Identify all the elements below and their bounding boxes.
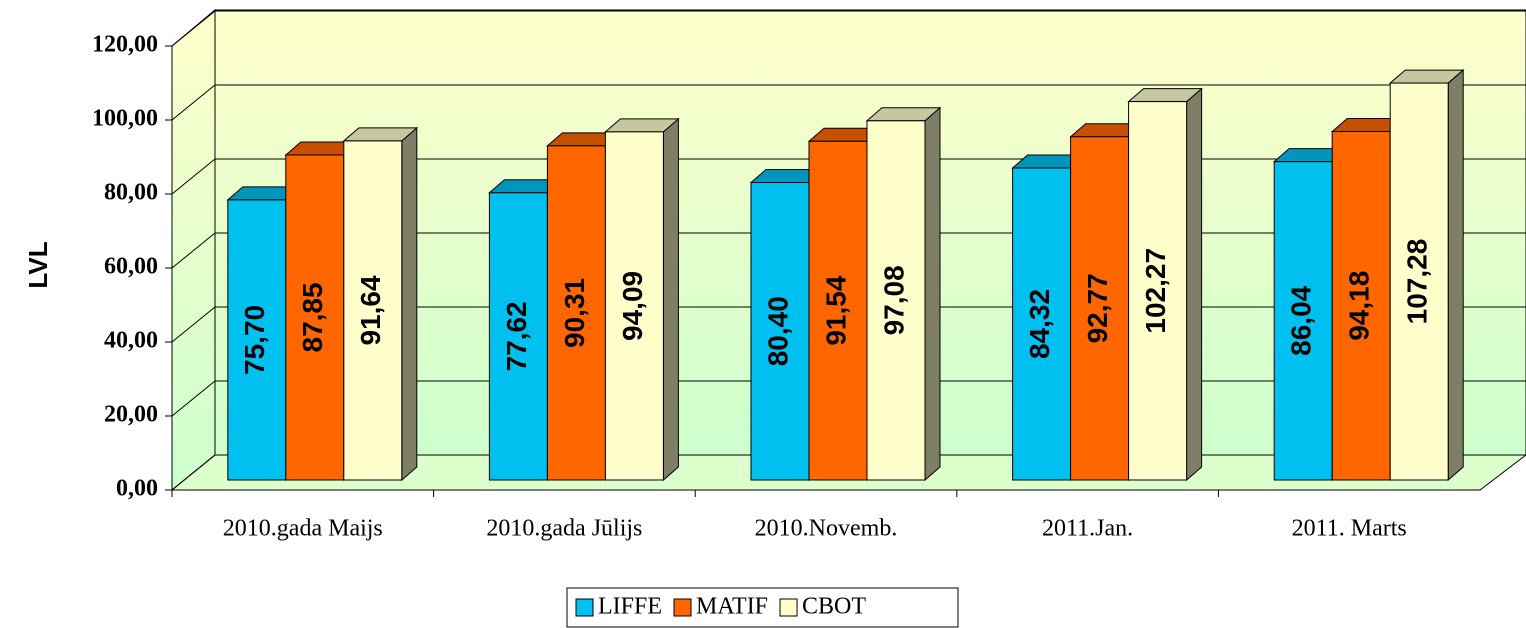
bar-side xyxy=(662,117,679,482)
y-tick-label: 60,00 xyxy=(104,254,158,280)
value-label: 87,85 xyxy=(297,282,328,352)
value-label: 91,54 xyxy=(820,275,851,345)
bar-front xyxy=(808,140,868,481)
legend: LIFFE MATIF CBOT xyxy=(575,594,866,620)
y-tick-label: 100,00 xyxy=(92,106,158,132)
legend-swatch xyxy=(673,598,692,617)
bar xyxy=(1330,117,1407,482)
legend-box xyxy=(566,587,959,628)
value-label: 91,64 xyxy=(355,275,386,345)
bar-front xyxy=(227,199,287,481)
bar-front xyxy=(1273,161,1333,481)
x-tick-label: 2010.gada Maijs xyxy=(223,516,383,542)
bar xyxy=(1388,68,1465,482)
value-label: 94,09 xyxy=(617,271,648,341)
y-tick-label: 120,00 xyxy=(92,32,158,58)
value-label: 107,28 xyxy=(1402,239,1433,325)
bar-front xyxy=(546,145,606,481)
bar-front xyxy=(1128,101,1188,481)
legend-label: MATIF xyxy=(696,594,768,620)
legend-swatch xyxy=(575,598,594,617)
bar-front xyxy=(343,140,403,481)
y-tick-label: 80,00 xyxy=(104,180,158,206)
value-label: 86,04 xyxy=(1286,285,1317,355)
bar-side xyxy=(1447,68,1464,482)
legend-label: LIFFE xyxy=(598,594,662,620)
legend-swatch xyxy=(779,598,798,617)
value-label: 80,40 xyxy=(762,296,793,366)
grid-line xyxy=(171,10,1526,47)
bar xyxy=(865,106,942,482)
bar-side xyxy=(1186,87,1203,482)
bar-front xyxy=(1012,167,1072,481)
x-tick-label: 2011.Jan. xyxy=(1042,516,1133,542)
value-label: 75,70 xyxy=(239,305,270,375)
value-label: 97,08 xyxy=(878,265,909,335)
bar xyxy=(604,117,680,482)
value-label: 90,31 xyxy=(559,278,590,348)
bar-front xyxy=(285,154,345,481)
value-label: 94,18 xyxy=(1344,271,1375,341)
grid: 0,00 20,00 40,00 60,00 80,00 100,00 120,00 2010… xyxy=(92,10,1526,542)
bar xyxy=(342,126,419,482)
bar-front xyxy=(1331,131,1391,481)
x-tick-label: 2010.gada Jūlijs xyxy=(486,516,642,542)
legend-label: CBOT xyxy=(802,594,866,620)
bar xyxy=(1011,153,1087,482)
y-tick-label: 0,00 xyxy=(116,476,158,502)
value-label: 84,32 xyxy=(1024,289,1055,359)
bar xyxy=(1127,87,1203,482)
value-label: 77,62 xyxy=(501,301,532,371)
grid-line xyxy=(171,84,1526,121)
x-tick-label: 2010.Novemb. xyxy=(755,516,898,542)
bar-front xyxy=(488,192,548,481)
y-tick-label: 20,00 xyxy=(104,402,158,428)
bar-front xyxy=(604,131,664,481)
y-axis-title: LVL xyxy=(23,241,53,288)
bar-side xyxy=(401,126,418,482)
value-label: 102,27 xyxy=(1140,248,1171,334)
value-label: 92,77 xyxy=(1082,273,1113,343)
bar-side xyxy=(924,106,941,482)
bar-front xyxy=(866,120,926,481)
x-tick-label: 2011. Marts xyxy=(1292,516,1407,542)
bars: 75,70 87,85 91,64 77,62 90,31 94,09 80,40 91,54… xyxy=(226,68,1465,482)
bar-front xyxy=(1389,82,1449,481)
bar-front xyxy=(750,182,810,481)
bar-front xyxy=(1070,136,1130,481)
y-tick-label: 40,00 xyxy=(104,328,158,354)
